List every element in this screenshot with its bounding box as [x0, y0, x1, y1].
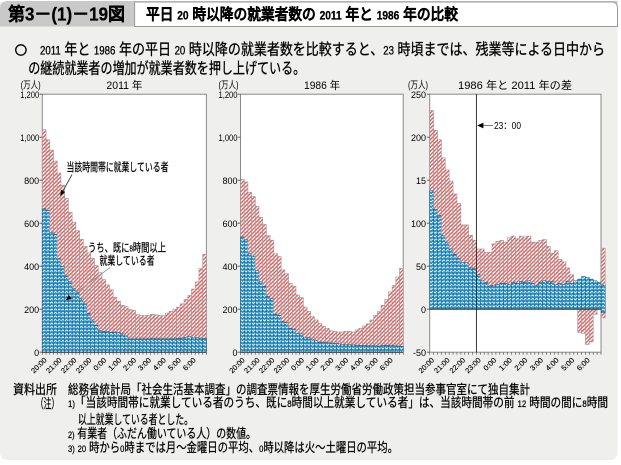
svg-text:3) 20 時から0時までは月～金曜日の平均、0時以降は火～: 3) 20 時から0時までは月～金曜日の平均、0時以降は火～土曜日の平均。 — [68, 440, 398, 455]
svg-text:15: 15 — [416, 176, 426, 186]
svg-text:0: 0 — [34, 348, 39, 358]
svg-text:800: 800 — [24, 176, 39, 186]
svg-text:資料出所: 資料出所 — [13, 382, 57, 397]
svg-text:(万人): (万人) — [219, 80, 239, 92]
svg-text:1,000: 1,000 — [219, 133, 238, 143]
svg-text:2011 年: 2011 年 — [106, 78, 142, 92]
svg-text:200: 200 — [411, 133, 426, 143]
svg-text:800: 800 — [222, 176, 237, 186]
svg-text:平日 20 時以降の就業者数の 2011 年と 1986 年: 平日 20 時以降の就業者数の 2011 年と 1986 年の比較 — [146, 5, 458, 24]
svg-text:(万人): (万人) — [21, 80, 41, 92]
svg-text:2) 有業者（ふだん働いている人）の数値。: 2) 有業者（ふだん働いている人）の数値。 — [68, 426, 256, 441]
svg-text:1)「当該時間帯に就業している者のうち、既に8時間以上就業し: 1)「当該時間帯に就業している者のうち、既に8時間以上就業している者」は、当該時… — [68, 395, 608, 410]
svg-text:(万人): (万人) — [408, 80, 428, 92]
svg-text:1,000: 1,000 — [20, 133, 39, 143]
svg-text:600: 600 — [222, 219, 237, 229]
svg-text:1986 年: 1986 年 — [304, 78, 340, 92]
svg-text:0: 0 — [421, 305, 426, 315]
svg-text:（注）: （注） — [36, 396, 59, 411]
svg-text:400: 400 — [24, 262, 39, 272]
svg-text:600: 600 — [24, 219, 39, 229]
svg-text:以上就業している者とした。: 以上就業している者とした。 — [78, 412, 193, 427]
svg-text:200: 200 — [24, 305, 39, 315]
svg-text:200: 200 — [222, 305, 237, 315]
svg-text:50: 50 — [416, 262, 426, 272]
svg-text:1,200: 1,200 — [219, 90, 238, 100]
svg-text:400: 400 — [222, 262, 237, 272]
svg-text:当該時間帯に就業している者: 当該時間帯に就業している者 — [67, 160, 169, 174]
svg-text:第3－(1)－19図: 第3－(1)－19図 — [8, 4, 125, 25]
svg-text:-50: -50 — [413, 348, 426, 358]
svg-text:23：00: 23：00 — [494, 121, 521, 132]
svg-text:の継続就業者の増加が就業者数を押し上げている。: の継続就業者の増加が就業者数を押し上げている。 — [28, 60, 305, 78]
svg-text:うち、既に8時間以上: うち、既に8時間以上 — [88, 242, 166, 255]
svg-text:総務省統計局「社会生活基本調査」の調査票情報を厚生労働省労働: 総務省統計局「社会生活基本調査」の調査票情報を厚生労働省労働政策担当参事官室にて… — [68, 382, 530, 397]
svg-text:0: 0 — [232, 348, 237, 358]
svg-text:250: 250 — [411, 90, 426, 100]
svg-text:就業している者: 就業している者 — [100, 254, 155, 268]
svg-text:1,200: 1,200 — [20, 90, 39, 100]
svg-text:100: 100 — [411, 219, 426, 229]
svg-text:2011 年と 1986 年の平日 20 時以降の就業者数を: 2011 年と 1986 年の平日 20 時以降の就業者数を比較すると、23 時… — [40, 41, 605, 59]
svg-text:1986 年と 2011 年の差: 1986 年と 2011 年の差 — [458, 78, 572, 92]
